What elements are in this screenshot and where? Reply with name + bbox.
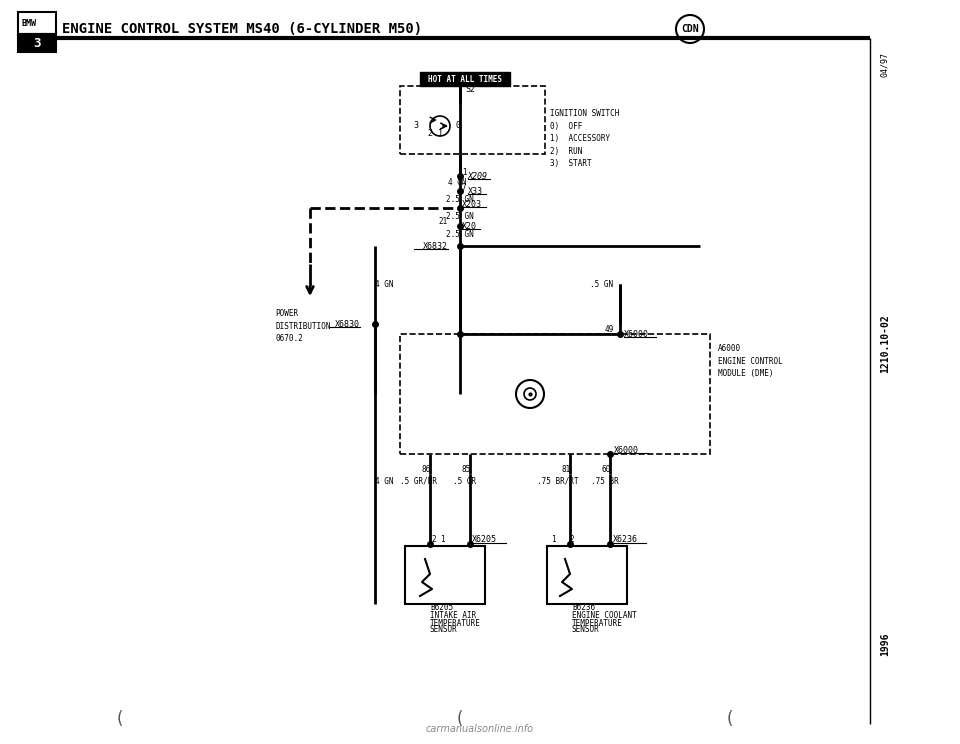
Text: CDN: CDN — [682, 24, 699, 34]
Text: 2.5 GN: 2.5 GN — [446, 211, 473, 220]
Text: ENGINE COOLANT: ENGINE COOLANT — [572, 612, 636, 620]
Text: 49: 49 — [605, 324, 614, 333]
Text: X33: X33 — [468, 187, 483, 196]
Text: .75 BR: .75 BR — [591, 476, 619, 486]
Text: TEMPERATURE: TEMPERATURE — [572, 618, 623, 627]
Text: 2: 2 — [569, 536, 574, 545]
Text: X20: X20 — [462, 222, 477, 231]
Text: SENSOR: SENSOR — [572, 626, 600, 635]
Text: 7: 7 — [462, 182, 467, 191]
Bar — [18, 12, 56, 34]
Text: 60: 60 — [601, 464, 611, 473]
Bar — [405, 546, 485, 604]
Text: X6000: X6000 — [614, 446, 639, 455]
Text: 81: 81 — [562, 464, 570, 473]
Text: 1: 1 — [551, 536, 556, 545]
Text: .5 GR/BR: .5 GR/BR — [399, 476, 437, 486]
Text: 85: 85 — [462, 464, 470, 473]
Text: X6205: X6205 — [472, 536, 497, 545]
Text: X6830: X6830 — [335, 319, 360, 329]
Text: X203: X203 — [462, 199, 482, 208]
Text: 4 GN: 4 GN — [448, 178, 467, 187]
Text: 1210.10-02: 1210.10-02 — [880, 315, 890, 373]
Text: carmanualsonline.info: carmanualsonline.info — [426, 724, 534, 734]
Text: 86: 86 — [421, 464, 431, 473]
Text: TEMPERATURE: TEMPERATURE — [430, 618, 481, 627]
Text: 1: 1 — [462, 167, 467, 176]
Text: 4 GN: 4 GN — [375, 280, 394, 289]
Bar — [400, 334, 710, 454]
Text: 1: 1 — [441, 536, 445, 545]
Text: SENSOR: SENSOR — [430, 626, 458, 635]
Text: POWER
DISTRIBUTION
0670.2: POWER DISTRIBUTION 0670.2 — [275, 309, 330, 343]
Text: A6000
ENGINE CONTROL
MODULE (DME): A6000 ENGINE CONTROL MODULE (DME) — [718, 344, 782, 378]
Text: 1: 1 — [438, 129, 443, 138]
Text: .5 GR: .5 GR — [453, 476, 476, 486]
Text: 0: 0 — [456, 121, 461, 129]
Text: 1996: 1996 — [880, 632, 890, 655]
Text: X6000: X6000 — [624, 330, 649, 339]
Text: (: ( — [457, 710, 463, 728]
Text: X6832: X6832 — [423, 242, 448, 251]
Bar — [18, 34, 56, 52]
Text: S2: S2 — [465, 85, 475, 94]
Bar — [420, 72, 510, 86]
Text: HOT AT ALL TIMES: HOT AT ALL TIMES — [428, 74, 502, 83]
Text: INTAKE AIR: INTAKE AIR — [430, 612, 476, 620]
Text: X6236: X6236 — [613, 536, 638, 545]
Text: IGNITION SWITCH
0)  OFF
1)  ACCESSORY
2)  RUN
3)  START: IGNITION SWITCH 0) OFF 1) ACCESSORY 2) R… — [550, 109, 619, 168]
Text: 3: 3 — [34, 36, 40, 50]
Text: ENGINE CONTROL SYSTEM MS40 (6-CYLINDER M50): ENGINE CONTROL SYSTEM MS40 (6-CYLINDER M… — [62, 22, 422, 36]
Text: .75 BR/RT: .75 BR/RT — [538, 476, 579, 486]
Text: 2: 2 — [427, 129, 432, 138]
Text: .5 GN: .5 GN — [590, 280, 613, 289]
Bar — [400, 86, 545, 154]
Text: 2.5 GN: 2.5 GN — [446, 229, 473, 239]
Text: B6236: B6236 — [572, 603, 595, 612]
Text: 4 GN: 4 GN — [375, 476, 394, 486]
Text: X209: X209 — [468, 172, 488, 181]
Text: 2: 2 — [431, 536, 436, 545]
Bar — [547, 546, 627, 604]
Text: B6205: B6205 — [430, 603, 453, 612]
Text: BMW: BMW — [22, 19, 37, 28]
Text: 2.5 GN: 2.5 GN — [446, 194, 473, 204]
Text: (: ( — [727, 710, 733, 728]
Text: 21: 21 — [439, 217, 448, 225]
Text: 3: 3 — [413, 121, 418, 129]
Text: 04/97: 04/97 — [880, 51, 889, 77]
Text: (: ( — [117, 710, 123, 728]
